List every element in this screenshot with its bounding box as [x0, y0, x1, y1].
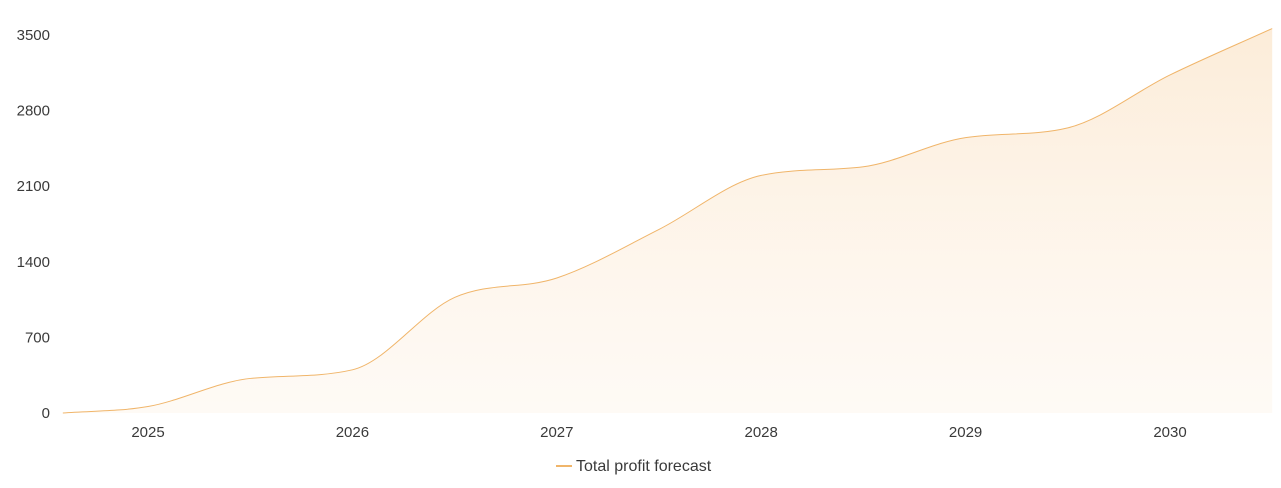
legend[interactable]: Total profit forecast [556, 458, 712, 475]
y-tick-label: 700 [25, 329, 50, 346]
legend-label: Total profit forecast [576, 458, 712, 475]
x-tick-label: 2030 [1153, 424, 1186, 441]
series-line [62, 28, 1273, 414]
y-tick-label: 0 [42, 405, 50, 422]
x-axis: 2025 2026 2027 2028 2029 2030 [131, 424, 1186, 441]
x-tick-label: 2029 [949, 424, 982, 441]
y-tick-label: 1400 [17, 254, 50, 271]
x-tick-label: 2025 [131, 424, 164, 441]
y-tick-label: 2100 [17, 178, 50, 195]
y-tick-label: 2800 [17, 103, 50, 120]
y-tick-label: 3500 [17, 27, 50, 44]
plot-area [62, 28, 1273, 414]
x-tick-label: 2028 [745, 424, 778, 441]
x-tick-label: 2027 [540, 424, 573, 441]
x-tick-label: 2026 [336, 424, 369, 441]
series-area [62, 28, 1273, 414]
y-axis: 0 700 1400 2100 2800 3500 [17, 27, 50, 422]
